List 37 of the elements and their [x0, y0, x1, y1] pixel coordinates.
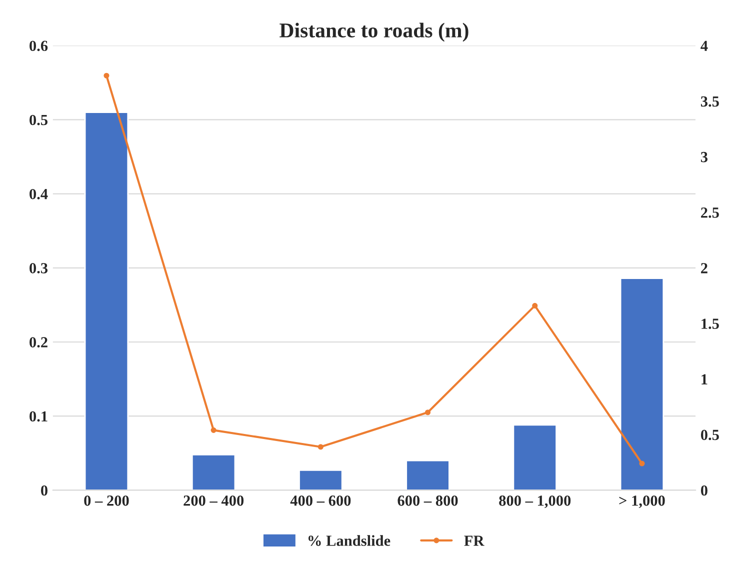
y2-tick-label: 1.5 — [702, 318, 719, 329]
y2-tick-label: 2 — [701, 263, 708, 274]
y-tick-label: 0.1 — [30, 411, 48, 422]
y2-tick-label: 3.5 — [700, 96, 719, 107]
y2-tick-label: 0 — [700, 485, 708, 496]
point — [318, 444, 324, 450]
point — [210, 427, 216, 433]
bar — [191, 454, 236, 490]
x-tick-label: 0 – 200 — [84, 496, 129, 506]
bar — [620, 278, 664, 490]
y-tick-label: 0.6 — [30, 40, 48, 52]
y2-tick-label: 2.5 — [701, 208, 719, 218]
y-tick-label: 0.4 — [30, 188, 48, 200]
bar — [406, 460, 450, 490]
bar — [298, 470, 343, 490]
y2-tick-label: 1 — [702, 374, 708, 384]
y-tick-label: 0.3 — [30, 263, 48, 274]
y-tick-label: 0 — [41, 485, 48, 496]
chart-title: Distance to roads (m) — [280, 22, 468, 42]
y-tick-label: 0.5 — [30, 114, 48, 126]
x-tick-label: 600 – 800 — [398, 496, 458, 506]
point — [532, 302, 538, 308]
x-tick-label: 200 – 400 — [184, 496, 244, 506]
point — [104, 72, 110, 78]
y-tick-label: 0.2 — [30, 337, 48, 348]
y2-tick-label: 3 — [700, 152, 708, 162]
x-tick-label: 800 – 1,000 — [499, 496, 571, 508]
y2-tick-label: 0.5 — [700, 430, 719, 440]
x-tick-label: > 1,000 — [619, 496, 665, 508]
x-tick-label: 400 – 600 — [290, 496, 351, 506]
point — [424, 410, 431, 416]
bar — [84, 112, 129, 490]
legend-label: FR — [464, 536, 484, 546]
bar — [512, 424, 557, 490]
point — [639, 460, 645, 466]
y2-tick-label: 4 — [700, 40, 708, 51]
legend-label: % Landslide — [308, 535, 390, 546]
